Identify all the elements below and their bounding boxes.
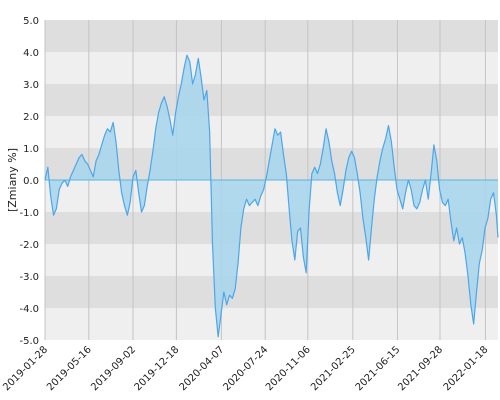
y-tick-label: -4.0 <box>19 304 39 315</box>
x-tick-label: 2020-07-24 <box>221 344 270 393</box>
y-tick-label: 0.0 <box>23 176 39 187</box>
y-tick-label: 3.0 <box>23 80 39 91</box>
x-tick-label: 2022-01-18 <box>442 344 491 393</box>
y-tick-label: 1.0 <box>23 144 39 155</box>
y-tick-label: 5.0 <box>23 16 39 27</box>
y-tick-label: -3.0 <box>19 272 39 283</box>
band-6 <box>45 212 498 244</box>
band-7 <box>45 244 498 276</box>
band-9 <box>45 308 498 340</box>
band-1 <box>45 52 498 84</box>
y-tick-label: 4.0 <box>23 48 39 59</box>
x-tick-label: 2019-01-28 <box>1 344 50 393</box>
band-2 <box>45 84 498 116</box>
y-tick-label: -1.0 <box>19 208 39 219</box>
y-tick-label: -2.0 <box>19 240 39 251</box>
band-8 <box>45 276 498 308</box>
x-tick-label: 2019-09-02 <box>89 344 138 393</box>
series-line <box>44 54 499 338</box>
band-3 <box>45 116 498 148</box>
y-axis-ticks: 5.0 4.0 3.0 2.0 1.0 0.0 -1.0 -2.0 -3.0 -4.0 -5.0 <box>19 16 39 347</box>
y-tick-label: 2.0 <box>23 112 39 123</box>
x-axis-ticks: 2019-01-282019-05-162019-09-022019-12-18… <box>1 344 490 393</box>
x-tick-label: 2019-12-18 <box>133 344 182 393</box>
x-tick-label: 2020-11-06 <box>264 344 313 393</box>
x-tick-label: 2020-04-07 <box>178 344 227 393</box>
x-tick-label: 2021-02-25 <box>309 344 358 393</box>
y-tick-label: -5.0 <box>19 336 39 347</box>
x-tick-label: 2019-05-16 <box>45 344 94 393</box>
band-0 <box>45 20 498 52</box>
y-axis-title: [Zmiany %] <box>6 148 19 212</box>
x-tick-label: 2021-06-15 <box>354 344 403 393</box>
x-tick-label: 2021-09-28 <box>396 344 445 393</box>
series-area-fill <box>45 55 498 337</box>
